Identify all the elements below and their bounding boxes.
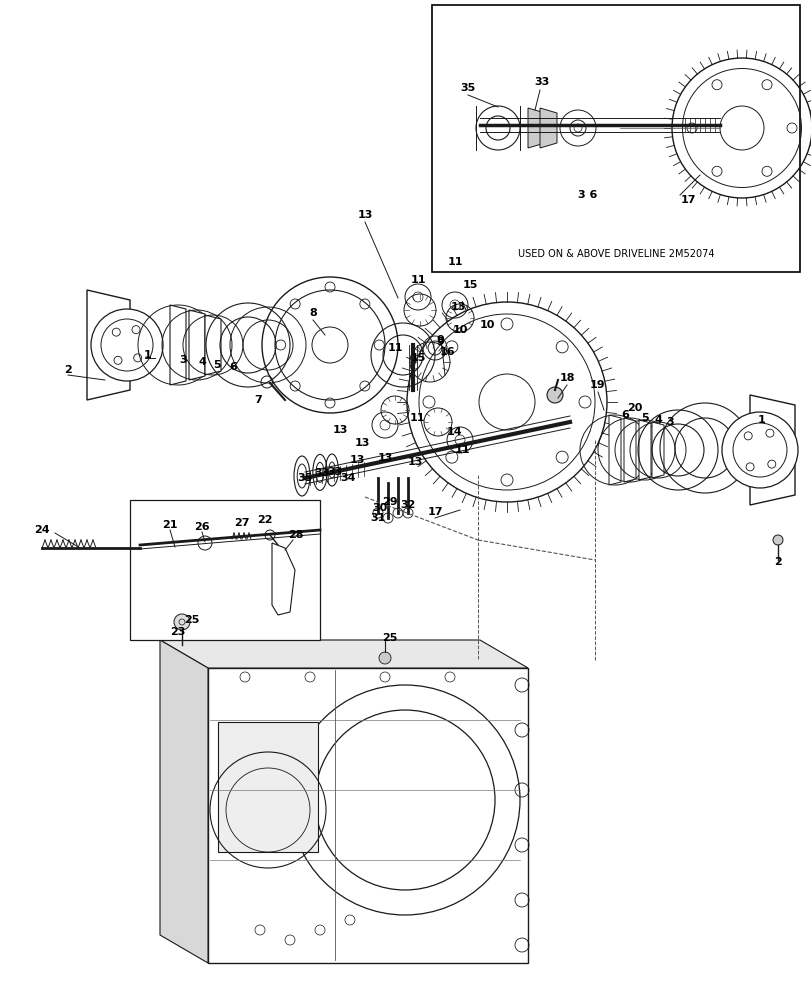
Text: 4: 4	[653, 415, 661, 425]
Text: 13: 13	[407, 457, 423, 467]
Text: 20: 20	[627, 403, 642, 413]
Text: 29: 29	[382, 497, 397, 507]
Polygon shape	[272, 543, 294, 615]
Text: 15: 15	[461, 280, 477, 290]
Polygon shape	[638, 420, 650, 480]
Text: 2: 2	[64, 365, 72, 375]
Circle shape	[772, 535, 782, 545]
Text: 11: 11	[410, 275, 425, 285]
Text: 13: 13	[349, 455, 364, 465]
Text: 7: 7	[254, 395, 262, 405]
Polygon shape	[608, 415, 620, 485]
Text: 3: 3	[665, 417, 673, 427]
Polygon shape	[204, 315, 221, 375]
Text: 32: 32	[400, 500, 415, 510]
Text: 10: 10	[478, 320, 494, 330]
Text: USED ON & ABOVE DRIVELINE 2M52074: USED ON & ABOVE DRIVELINE 2M52074	[517, 249, 714, 259]
Text: 15: 15	[410, 353, 425, 363]
Text: 18: 18	[559, 373, 574, 383]
Circle shape	[721, 412, 797, 488]
Text: 33: 33	[534, 77, 549, 87]
Text: 10: 10	[452, 325, 467, 335]
Polygon shape	[87, 290, 130, 400]
Text: 22: 22	[257, 515, 272, 525]
Polygon shape	[749, 395, 794, 505]
Text: 35: 35	[460, 83, 475, 93]
Polygon shape	[189, 310, 204, 380]
Polygon shape	[169, 305, 186, 385]
Text: 25: 25	[184, 615, 200, 625]
Text: 23: 23	[170, 627, 186, 637]
Text: 11: 11	[387, 343, 402, 353]
Polygon shape	[527, 108, 544, 148]
Text: 26: 26	[194, 522, 209, 532]
Text: 17: 17	[680, 195, 695, 205]
Text: 13: 13	[332, 425, 347, 435]
Text: 31: 31	[370, 513, 385, 523]
Text: 6: 6	[620, 410, 629, 420]
Bar	[431, 5, 799, 272]
Polygon shape	[651, 422, 663, 478]
Text: 3 6: 3 6	[577, 190, 597, 200]
Text: 33: 33	[327, 467, 342, 477]
Text: 8: 8	[309, 308, 316, 318]
Circle shape	[174, 614, 190, 630]
Text: 3: 3	[179, 355, 187, 365]
Text: 33: 33	[314, 468, 329, 478]
Text: 28: 28	[288, 530, 303, 540]
Text: 21: 21	[162, 520, 178, 530]
Text: 35: 35	[297, 473, 312, 483]
Text: 13: 13	[354, 438, 369, 448]
Polygon shape	[623, 418, 635, 482]
Text: 34: 34	[340, 473, 355, 483]
Text: 14: 14	[447, 427, 462, 437]
Polygon shape	[539, 108, 556, 148]
Text: 1: 1	[144, 350, 152, 360]
Text: 17: 17	[427, 507, 442, 517]
Bar	[217, 722, 318, 852]
Polygon shape	[160, 640, 208, 963]
Circle shape	[379, 652, 391, 664]
Text: 2: 2	[773, 557, 781, 567]
Text: 11: 11	[409, 413, 424, 423]
Bar	[208, 668, 527, 963]
Text: 11: 11	[447, 257, 462, 267]
Text: 19: 19	[590, 380, 605, 390]
Polygon shape	[160, 640, 527, 668]
Text: 1: 1	[757, 415, 765, 425]
Text: 13: 13	[377, 453, 393, 463]
Polygon shape	[130, 500, 320, 640]
Text: 5: 5	[641, 413, 648, 423]
Text: 27: 27	[234, 518, 250, 528]
Text: 5: 5	[213, 360, 221, 370]
Text: 6: 6	[229, 362, 237, 372]
Text: 16: 16	[440, 347, 455, 357]
Text: 9: 9	[436, 337, 444, 347]
Text: 4: 4	[198, 357, 206, 367]
Text: 24: 24	[34, 525, 49, 535]
Text: 9: 9	[436, 335, 444, 345]
Circle shape	[547, 387, 562, 403]
Text: 11: 11	[453, 445, 470, 455]
Text: 30: 30	[372, 503, 387, 513]
Text: 13: 13	[357, 210, 372, 220]
Circle shape	[91, 309, 163, 381]
Text: 13: 13	[450, 302, 466, 312]
Text: 25: 25	[382, 633, 397, 643]
